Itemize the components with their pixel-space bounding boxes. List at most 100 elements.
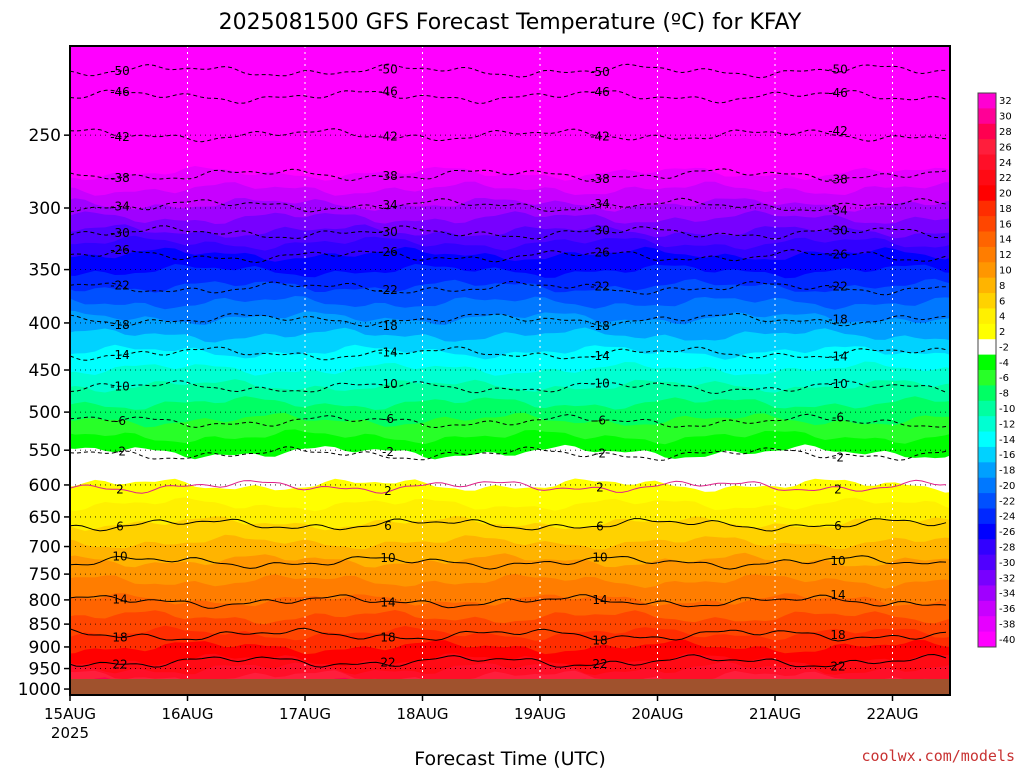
isotherm-label: -2 bbox=[382, 445, 394, 459]
y-tick-label: 350 bbox=[29, 261, 61, 281]
colorbar-label: 32 bbox=[999, 96, 1012, 107]
colorbar-label: 4 bbox=[999, 312, 1005, 323]
x-tick-label: 16AUG bbox=[162, 705, 214, 723]
isotherm-label: -34 bbox=[378, 198, 398, 212]
isotherm-label: 18 bbox=[592, 633, 607, 647]
colorbar-swatch bbox=[978, 370, 996, 386]
isotherm-label: -14 bbox=[828, 350, 848, 364]
y-axis: 250 300 350 400 450 500 550 600 650 700 750 800 850 9… bbox=[18, 126, 70, 700]
isotherm-label: 2 bbox=[384, 484, 392, 498]
y-tick-label: 600 bbox=[29, 476, 61, 496]
isotherm-line bbox=[70, 555, 947, 570]
colorbar-swatch bbox=[978, 416, 996, 433]
isotherm-label: -10 bbox=[110, 379, 130, 393]
colorbar-label: 18 bbox=[999, 204, 1012, 215]
isotherm-line bbox=[70, 380, 947, 394]
colorbar-label: -38 bbox=[999, 619, 1015, 630]
colorbar-label: -36 bbox=[999, 604, 1015, 615]
colorbar-label: 24 bbox=[999, 158, 1012, 169]
colorbar-label: 6 bbox=[999, 296, 1005, 307]
colorbar-label: 14 bbox=[999, 235, 1012, 246]
isotherm-label: -22 bbox=[828, 280, 848, 294]
colorbar-swatch bbox=[978, 308, 996, 325]
x-tick-label: 18AUG bbox=[397, 705, 449, 723]
colorbar-label: 20 bbox=[999, 189, 1012, 200]
colorbar-label: -28 bbox=[999, 542, 1015, 553]
colorbar-swatch bbox=[978, 231, 996, 248]
y-tick-label: 750 bbox=[29, 565, 61, 585]
isotherm-label: -46 bbox=[110, 85, 130, 99]
isotherm-label: -42 bbox=[590, 129, 610, 143]
x-axis-label: Forecast Time (UTC) bbox=[414, 748, 605, 768]
colorbar-label: -40 bbox=[999, 635, 1015, 646]
colorbar-label: -20 bbox=[999, 481, 1015, 492]
colorbar-swatch bbox=[978, 523, 996, 540]
colorbar-swatch bbox=[978, 200, 996, 217]
isotherm-line bbox=[70, 627, 947, 642]
colorbar-swatch bbox=[978, 554, 996, 571]
y-tick-label: 650 bbox=[29, 508, 61, 528]
colorbar-swatch bbox=[978, 462, 996, 479]
colorbar-swatch bbox=[978, 477, 996, 494]
colorbar-swatch bbox=[978, 246, 996, 263]
isotherm-line bbox=[70, 653, 947, 668]
isotherm-label: -26 bbox=[590, 246, 610, 260]
colorbar-swatch bbox=[978, 293, 996, 309]
colorbar-label: -4 bbox=[999, 358, 1009, 369]
isotherm-label: -38 bbox=[378, 169, 398, 183]
isotherm-label: 22 bbox=[380, 655, 395, 669]
colorbar-swatch bbox=[978, 539, 996, 556]
isotherm-label: -50 bbox=[828, 62, 848, 76]
colorbar-label: 8 bbox=[999, 281, 1005, 292]
colorbar-label: -8 bbox=[999, 389, 1009, 400]
colorbar-swatch bbox=[978, 431, 996, 448]
isotherm-line bbox=[70, 197, 947, 213]
isotherm-line bbox=[70, 89, 947, 104]
isotherm-label: -30 bbox=[828, 223, 848, 237]
colorbar-label: -32 bbox=[999, 573, 1015, 584]
isotherm-label: 14 bbox=[592, 593, 607, 607]
colorbar-label: -12 bbox=[999, 419, 1015, 430]
colorbar-label: -6 bbox=[999, 373, 1009, 384]
isotherm-label: 22 bbox=[112, 657, 127, 671]
isotherm-line bbox=[70, 413, 947, 429]
y-tick-label: 500 bbox=[29, 403, 61, 423]
isotherm-line bbox=[70, 249, 947, 264]
colorbar-swatch bbox=[978, 154, 996, 171]
isotherm-label: 14 bbox=[830, 588, 845, 602]
y-tick-label: 450 bbox=[29, 361, 61, 381]
colorbar-swatch bbox=[978, 323, 996, 340]
colorbar-swatch bbox=[978, 216, 996, 232]
colorbar-label: -14 bbox=[999, 435, 1015, 446]
y-tick-label: 400 bbox=[29, 314, 61, 334]
isotherm-label: 10 bbox=[112, 550, 127, 564]
colorbar-label: -10 bbox=[999, 404, 1015, 415]
temperature-field bbox=[70, 46, 950, 695]
isotherm-label: 6 bbox=[116, 519, 124, 533]
colorbar: 32 30 28 26 24 22 20 18 16 14 12 10 8 6 4 2 -2 -4 -6 -8 -10 -… bbox=[977, 92, 1015, 648]
isotherm-label: -38 bbox=[590, 172, 610, 186]
isotherm-label: -30 bbox=[110, 226, 130, 240]
isotherm-label: -30 bbox=[590, 223, 610, 237]
isotherm-label: -2 bbox=[114, 445, 126, 459]
ground-bar bbox=[70, 679, 950, 695]
colorbar-swatch bbox=[978, 400, 996, 417]
isotherm-label: -14 bbox=[590, 349, 610, 363]
colorbar-swatch bbox=[978, 631, 996, 648]
colorbar-label: -18 bbox=[999, 466, 1015, 477]
isotherm-label: 6 bbox=[596, 519, 604, 533]
y-tick-label: 900 bbox=[29, 638, 61, 658]
colorbar-swatch bbox=[978, 616, 996, 633]
colorbar-label: -24 bbox=[999, 512, 1015, 523]
y-tick-label: 950 bbox=[29, 660, 61, 680]
isotherm-label: -26 bbox=[110, 243, 130, 257]
isotherm-label: -38 bbox=[828, 173, 848, 187]
x-tick-label: 21AUG bbox=[749, 705, 801, 723]
colorbar-swatch bbox=[978, 262, 996, 279]
colorbar-label: 22 bbox=[999, 173, 1012, 184]
colorbar-swatch bbox=[978, 354, 996, 371]
colorbar-label: 2 bbox=[999, 327, 1005, 338]
isotherm-label: 18 bbox=[380, 630, 395, 644]
x-tick-label: 17AUG bbox=[279, 705, 331, 723]
isotherm-label: -14 bbox=[378, 346, 398, 360]
